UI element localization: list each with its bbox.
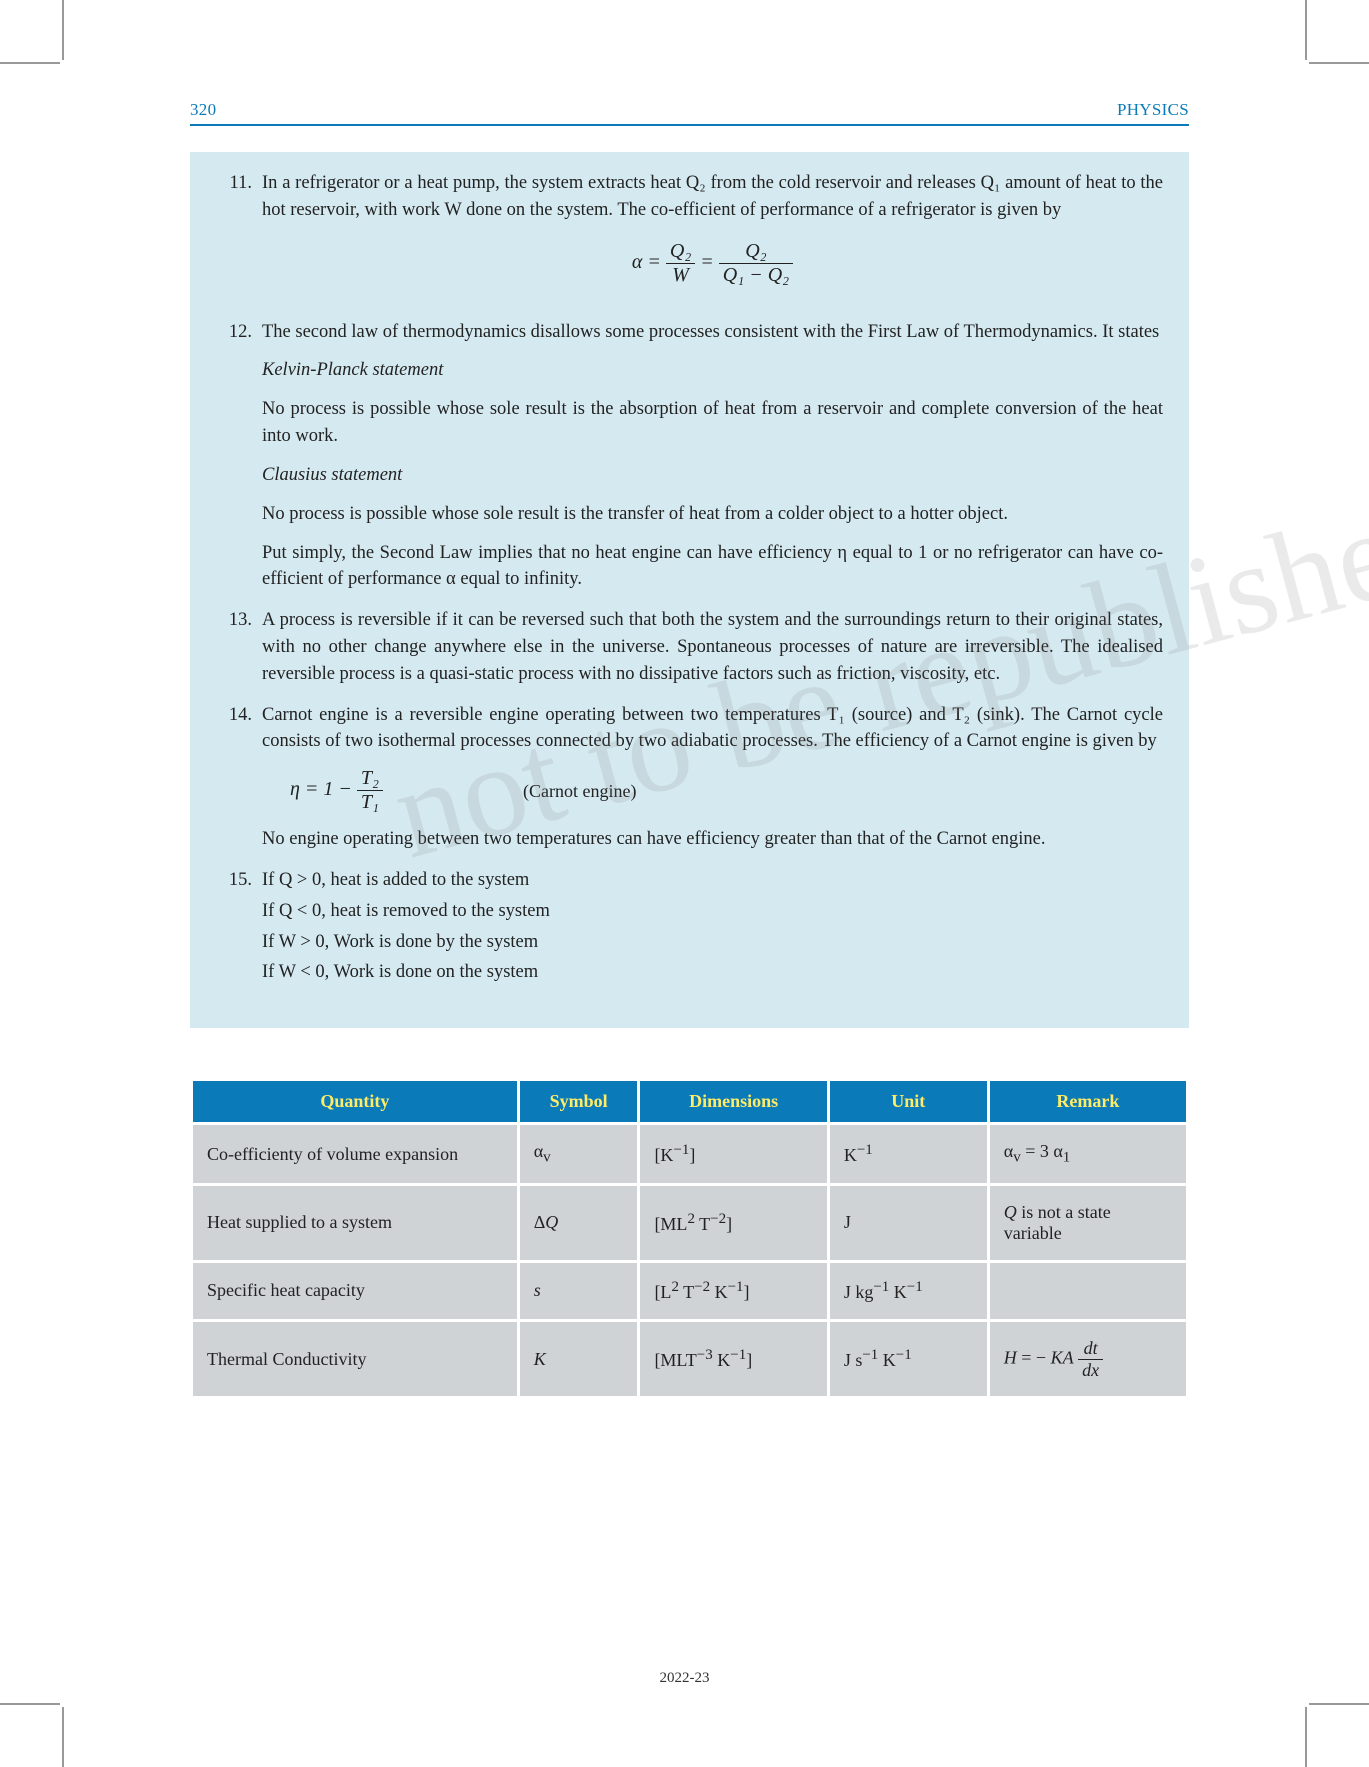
page: 320 PHYSICS not to be republished 11.In …	[0, 0, 1369, 1767]
para: Carnot engine is a reversible engine ope…	[262, 702, 1163, 756]
table-header-cell: Dimensions	[640, 1081, 826, 1122]
para: A process is reversible if it can be rev…	[262, 607, 1163, 687]
page-number: 320	[190, 100, 216, 120]
equation-note: (Carnot engine)	[523, 778, 636, 804]
item-body: A process is reversible if it can be rev…	[262, 607, 1163, 687]
table-cell: αv	[520, 1125, 638, 1183]
para: Put simply, the Second Law implies that …	[262, 540, 1163, 594]
table-cell: J kg−1 K−1	[830, 1263, 987, 1319]
para: If W < 0, Work is done on the system	[262, 959, 1163, 986]
summary-box: 11.In a refrigerator or a heat pump, the…	[190, 152, 1189, 1028]
list-item: 11.In a refrigerator or a heat pump, the…	[216, 170, 1163, 305]
table-cell: Q is not a state variable	[990, 1186, 1186, 1260]
crop-mark	[1305, 1707, 1307, 1767]
table-header-cell: Quantity	[193, 1081, 517, 1122]
table-header-cell: Unit	[830, 1081, 987, 1122]
para: No process is possible whose sole result…	[262, 396, 1163, 450]
table-cell: Specific heat capacity	[193, 1263, 517, 1319]
equation-line: η = 1 − T₂T₁ (Carnot engine)	[290, 767, 1163, 814]
list-item: 12.The second law of thermodynamics disa…	[216, 319, 1163, 594]
table-cell: s	[520, 1263, 638, 1319]
table-cell: [MLT−3 K−1]	[640, 1322, 826, 1396]
table-cell	[990, 1263, 1186, 1319]
para: Clausius statement	[262, 462, 1163, 489]
table-cell: Thermal Conductivity	[193, 1322, 517, 1396]
table-header-row: QuantitySymbolDimensionsUnitRemark	[193, 1081, 1186, 1122]
item-number: 15.	[216, 867, 262, 990]
para: If Q < 0, heat is removed to the system	[262, 898, 1163, 925]
running-header: 320 PHYSICS	[190, 100, 1189, 126]
item-body: If Q > 0, heat is added to the system If …	[262, 867, 1163, 990]
crop-mark	[0, 1703, 60, 1705]
equation: η = 1 − T₂T₁	[290, 767, 383, 814]
crop-mark	[1309, 1703, 1369, 1705]
table-cell: αv = 3 α1	[990, 1125, 1186, 1183]
list-item: 13.A process is reversible if it can be …	[216, 607, 1163, 687]
table-cell: J s−1 K−1	[830, 1322, 987, 1396]
table-cell: K	[520, 1322, 638, 1396]
para: The second law of thermodynamics disallo…	[262, 319, 1163, 346]
table-cell: J	[830, 1186, 987, 1260]
item-number: 13.	[216, 607, 262, 687]
crop-mark	[0, 62, 60, 64]
table-cell: Co-efficienty of volume expansion	[193, 1125, 517, 1183]
subject-label: PHYSICS	[1117, 100, 1189, 120]
table-header-cell: Symbol	[520, 1081, 638, 1122]
para: No engine operating between two temperat…	[262, 826, 1163, 853]
table-cell: [L2 T−2 K−1]	[640, 1263, 826, 1319]
para: Kelvin-Planck statement	[262, 357, 1163, 384]
table-row: Specific heat capacitys[L2 T−2 K−1]J kg−…	[193, 1263, 1186, 1319]
crop-mark	[1305, 0, 1307, 60]
table-cell: [ML2 T−2]	[640, 1186, 826, 1260]
table-header-cell: Remark	[990, 1081, 1186, 1122]
para: No process is possible whose sole result…	[262, 501, 1163, 528]
table-cell: [K−1]	[640, 1125, 826, 1183]
para: In a refrigerator or a heat pump, the sy…	[262, 170, 1163, 224]
para: If Q > 0, heat is added to the system	[262, 867, 1163, 894]
table-row: Heat supplied to a systemΔQ[ML2 T−2]JQ i…	[193, 1186, 1186, 1260]
table-row: Thermal ConductivityK[MLT−3 K−1]J s−1 K−…	[193, 1322, 1186, 1396]
equation: α = Q₂W = Q₂Q₁ − Q₂	[262, 240, 1163, 287]
para: If W > 0, Work is done by the system	[262, 929, 1163, 956]
crop-mark	[62, 1707, 64, 1767]
table-cell: Heat supplied to a system	[193, 1186, 517, 1260]
list-item: 15.If Q > 0, heat is added to the system…	[216, 867, 1163, 990]
crop-mark	[1309, 62, 1369, 64]
item-body: Carnot engine is a reversible engine ope…	[262, 702, 1163, 853]
table-row: Co-efficienty of volume expansionαv[K−1]…	[193, 1125, 1186, 1183]
item-number: 14.	[216, 702, 262, 853]
item-number: 11.	[216, 170, 262, 305]
table-cell: H = − KA dtdx	[990, 1322, 1186, 1396]
table-cell: K−1	[830, 1125, 987, 1183]
list-item: 14.Carnot engine is a reversible engine …	[216, 702, 1163, 853]
quantity-table: QuantitySymbolDimensionsUnitRemarkCo-eff…	[190, 1078, 1189, 1399]
item-body: The second law of thermodynamics disallo…	[262, 319, 1163, 594]
crop-mark	[62, 0, 64, 60]
item-number: 12.	[216, 319, 262, 594]
footer-year: 2022-23	[0, 1670, 1369, 1687]
table-cell: ΔQ	[520, 1186, 638, 1260]
item-body: In a refrigerator or a heat pump, the sy…	[262, 170, 1163, 305]
